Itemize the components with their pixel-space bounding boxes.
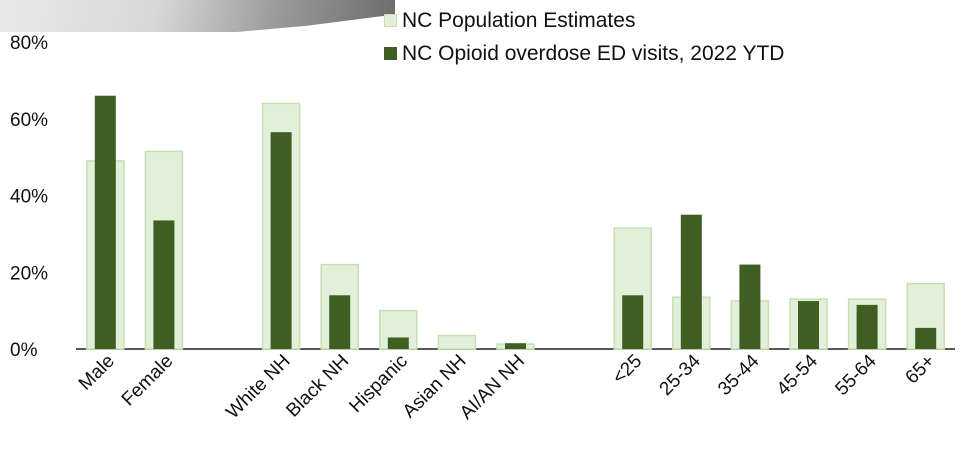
y-tick-label: 0%: [10, 340, 38, 361]
x-tick-label: <25: [609, 351, 647, 389]
bar-ed-visits: [270, 132, 292, 349]
bar-ed-visits: [622, 295, 644, 349]
x-tick-label: 45-54: [773, 350, 823, 400]
x-tick-label: AI/AN NH: [456, 351, 529, 424]
y-tick-label: 20%: [10, 263, 48, 284]
bar-ed-visits: [387, 337, 409, 349]
bar-ed-visits: [329, 295, 351, 349]
bar-ed-visits: [680, 214, 702, 349]
legend: NC Population Estimates NC Opioid overdo…: [384, 4, 784, 70]
y-tick-label: 40%: [10, 187, 48, 208]
bar-ed-visits: [915, 327, 937, 349]
y-tick-label: 80%: [10, 33, 48, 54]
y-tick-label: 60%: [10, 110, 48, 131]
legend-label-population: NC Population Estimates: [402, 8, 636, 32]
x-tick-label: Female: [118, 351, 178, 411]
x-tick-label: 55-64: [831, 350, 881, 400]
bar-ed-visits: [856, 304, 878, 349]
bar-ed-visits: [505, 343, 526, 349]
x-tick-label: White NH: [222, 351, 294, 423]
bar-ed-visits: [94, 95, 116, 349]
legend-item-ed-visits: NC Opioid overdose ED visits, 2022 YTD: [384, 37, 784, 70]
x-tick-label: 35-44: [714, 350, 764, 400]
bar-ed-visits: [798, 301, 819, 349]
legend-item-population: NC Population Estimates: [384, 4, 784, 37]
x-tick-label: Male: [75, 351, 119, 395]
x-tick-label: 65+: [902, 351, 940, 389]
legend-label-ed-visits: NC Opioid overdose ED visits, 2022 YTD: [402, 41, 785, 65]
x-tick-label: 25-34: [656, 350, 706, 400]
x-tick-label: Black NH: [282, 351, 353, 422]
bar-ed-visits: [739, 264, 761, 349]
legend-swatch-ed-visits: [384, 47, 397, 60]
bar-population: [437, 334, 477, 350]
legend-swatch-population: [384, 14, 397, 27]
bar-ed-visits: [153, 220, 175, 349]
